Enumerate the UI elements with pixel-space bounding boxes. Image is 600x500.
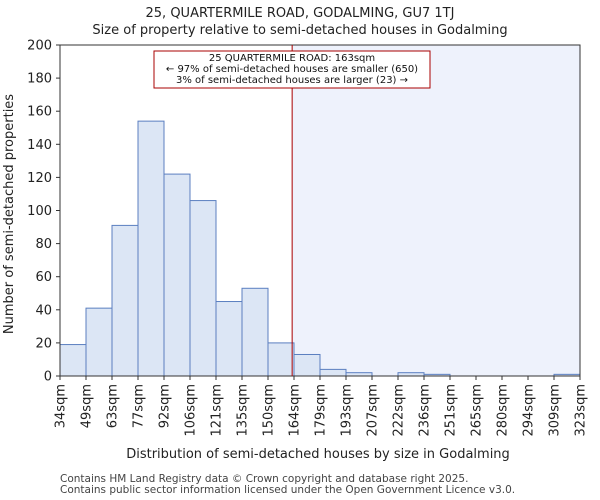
y-tick-label: 140	[27, 138, 52, 153]
x-tick-label: 121sqm	[210, 384, 225, 437]
y-tick-label: 200	[27, 39, 52, 54]
larger-properties-region	[292, 45, 580, 376]
chart-subtitle: Size of property relative to semi-detach…	[92, 23, 507, 38]
y-tick-label: 20	[35, 336, 52, 351]
x-tick-label: 309sqm	[548, 384, 563, 437]
x-tick-label: 34sqm	[54, 384, 69, 428]
x-tick-label: 106sqm	[184, 384, 199, 437]
x-tick-label: 150sqm	[262, 384, 277, 437]
y-axis-ticks: 0 20 40 60 80 100 120 140 160 180 200	[27, 39, 60, 385]
bar	[267, 342, 295, 377]
bar	[59, 344, 87, 377]
x-tick-label: 222sqm	[392, 384, 407, 437]
bars-group	[59, 120, 581, 377]
x-tick-label: 63sqm	[106, 384, 121, 428]
x-tick-label: 294sqm	[522, 384, 537, 437]
bar	[215, 301, 243, 377]
y-tick-label: 100	[27, 204, 52, 219]
x-tick-label: 135sqm	[236, 384, 251, 437]
y-tick-label: 180	[27, 72, 52, 87]
x-tick-label: 280sqm	[496, 384, 511, 437]
y-tick-label: 160	[27, 105, 52, 120]
bar	[111, 224, 139, 377]
y-tick-label: 60	[35, 270, 52, 285]
y-tick-label: 120	[27, 171, 52, 186]
bar	[293, 353, 321, 377]
chart-title: 25, QUARTERMILE ROAD, GODALMING, GU7 1TJ	[146, 6, 455, 21]
y-axis-label: Number of semi-detached properties	[2, 94, 17, 334]
y-tick-label: 80	[35, 237, 52, 252]
bar	[189, 200, 217, 377]
x-axis-label: Distribution of semi-detached houses by …	[126, 447, 510, 462]
x-tick-label: 92sqm	[158, 384, 173, 428]
x-tick-label: 323sqm	[574, 384, 589, 437]
x-tick-label: 179sqm	[314, 384, 329, 437]
y-tick-label: 40	[35, 303, 52, 318]
histogram-chart: 25, QUARTERMILE ROAD, GODALMING, GU7 1TJ…	[2, 6, 589, 462]
bar	[319, 368, 347, 377]
x-tick-label: 77sqm	[132, 384, 147, 428]
bar	[241, 287, 269, 377]
x-tick-label: 251sqm	[444, 384, 459, 437]
bar	[163, 173, 191, 377]
annotation-line-3: 3% of semi-detached houses are larger (2…	[176, 75, 408, 86]
bar	[85, 307, 113, 377]
x-tick-label: 164sqm	[288, 384, 303, 437]
footer-line-1: Contains HM Land Registry data © Crown c…	[60, 473, 469, 485]
x-tick-label: 207sqm	[366, 384, 381, 437]
y-tick-label: 0	[44, 370, 52, 385]
x-tick-label: 236sqm	[418, 384, 433, 437]
footer: Contains HM Land Registry data © Crown c…	[60, 474, 515, 496]
x-tick-label: 265sqm	[470, 384, 485, 437]
x-tick-label: 49sqm	[80, 384, 95, 428]
annotation-box	[153, 50, 431, 89]
x-axis-ticks: 34sqm 49sqm 63sqm 77sqm 92sqm 106sqm 121sqm 135…	[54, 376, 589, 437]
bar	[137, 120, 165, 377]
annotation-line-1: 25 QUARTERMILE ROAD: 163sqm	[209, 53, 375, 64]
x-tick-label: 193sqm	[340, 384, 355, 437]
annotation-line-2: ← 97% of semi-detached houses are smalle…	[166, 64, 418, 75]
footer-line-2: Contains public sector information licen…	[60, 484, 516, 496]
